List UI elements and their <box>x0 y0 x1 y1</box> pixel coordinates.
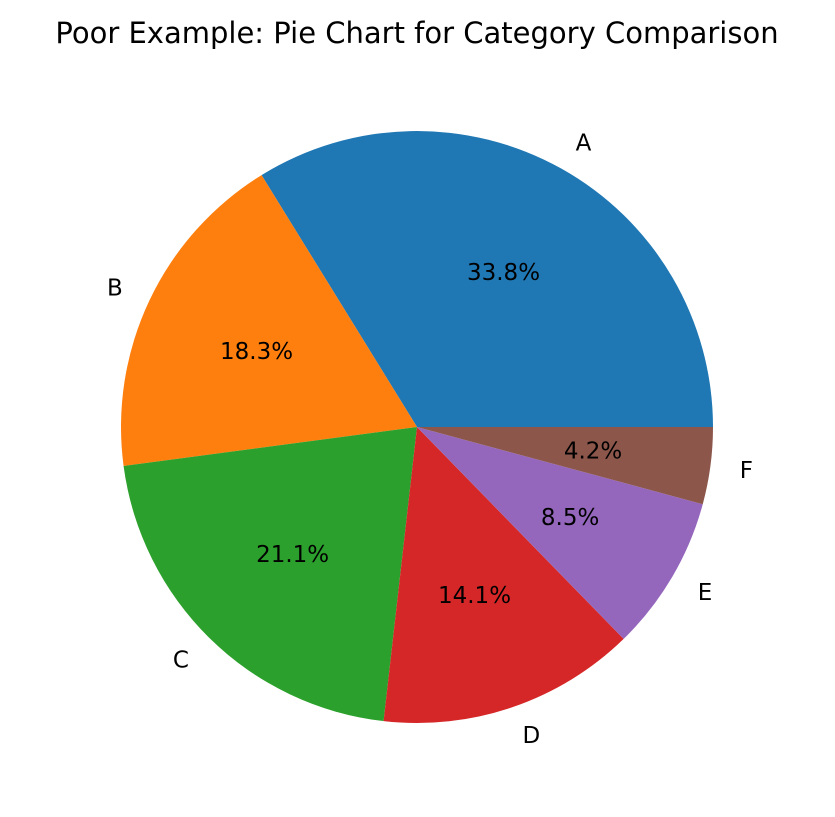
percent-label-c: 21.1% <box>256 542 329 568</box>
percent-label-d: 14.1% <box>438 583 511 609</box>
chart-title: Poor Example: Pie Chart for Category Com… <box>55 16 778 50</box>
pie-slice-f <box>417 427 713 505</box>
pie-slice-d <box>383 427 624 723</box>
category-label-c: C <box>173 647 189 673</box>
category-label-d: D <box>522 723 540 749</box>
category-label-a: A <box>576 131 592 157</box>
percent-label-b: 18.3% <box>220 339 293 365</box>
pie-slice-c <box>123 427 418 722</box>
category-label-f: F <box>740 458 753 484</box>
category-labels: A B C D E F <box>107 131 753 749</box>
pie-slice-a <box>261 130 713 427</box>
percent-label-e: 8.5% <box>541 505 599 531</box>
pie-slice-b <box>121 175 418 466</box>
category-label-e: E <box>698 580 713 606</box>
pie-slices <box>121 130 713 723</box>
percent-labels: 33.8% 18.3% 21.1% 14.1% 8.5% 4.2% <box>220 260 622 609</box>
category-label-b: B <box>107 275 123 301</box>
pie-slice-e <box>417 427 703 639</box>
percent-label-f: 4.2% <box>564 438 622 464</box>
percent-label-a: 33.8% <box>467 260 540 286</box>
